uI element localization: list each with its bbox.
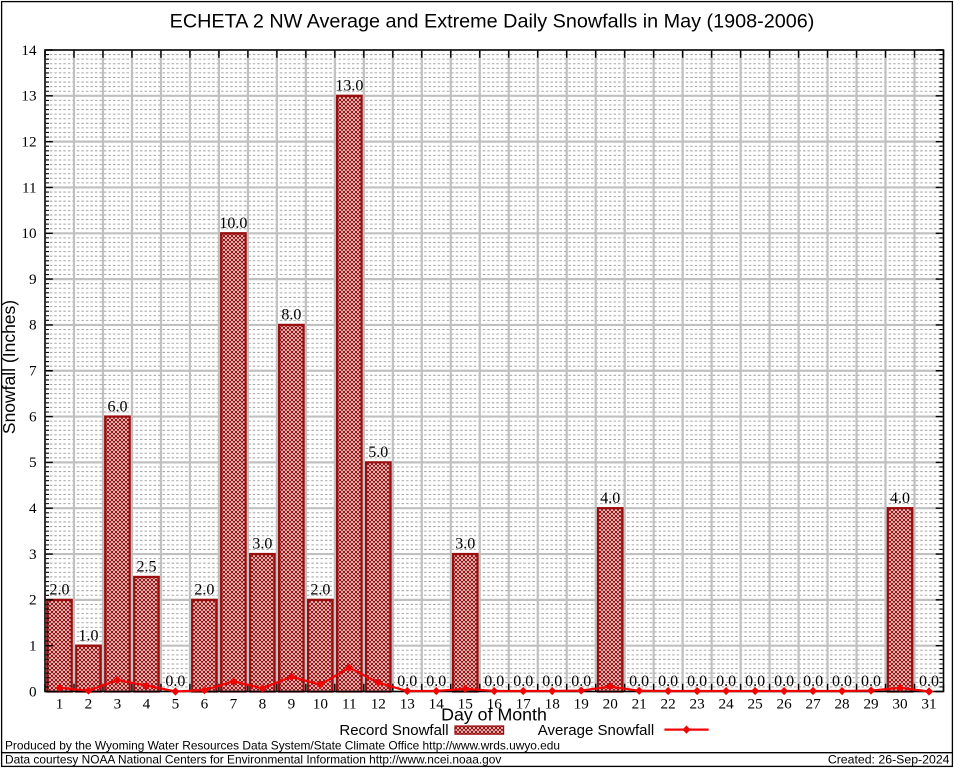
svg-text:29: 29 — [863, 696, 878, 713]
svg-text:Produced by the Wyoming Water: Produced by the Wyoming Water Resources … — [5, 739, 560, 753]
svg-text:10: 10 — [21, 225, 37, 242]
svg-text:10.0: 10.0 — [219, 215, 247, 232]
svg-text:1.0: 1.0 — [78, 627, 98, 644]
svg-text:3.0: 3.0 — [252, 536, 272, 553]
svg-text:0.0: 0.0 — [484, 673, 504, 690]
svg-text:0.0: 0.0 — [803, 673, 823, 690]
svg-text:22: 22 — [661, 696, 676, 713]
svg-text:13.0: 13.0 — [335, 78, 363, 95]
svg-text:3: 3 — [114, 696, 122, 713]
svg-text:24: 24 — [719, 696, 735, 713]
svg-text:5: 5 — [29, 454, 37, 471]
svg-text:14: 14 — [429, 696, 445, 713]
svg-text:Average Snowfall: Average Snowfall — [538, 722, 654, 739]
svg-text:0.0: 0.0 — [861, 673, 881, 690]
svg-text:0.0: 0.0 — [397, 673, 417, 690]
svg-text:Data courtesy NOAA National Ce: Data courtesy NOAA National Centers for … — [5, 753, 501, 767]
svg-text:19: 19 — [574, 696, 589, 713]
svg-text:6: 6 — [201, 696, 209, 713]
svg-text:8.0: 8.0 — [281, 307, 301, 324]
svg-text:11: 11 — [22, 179, 37, 196]
svg-text:8: 8 — [259, 696, 267, 713]
svg-text:Day of Month: Day of Month — [441, 704, 547, 724]
svg-text:3: 3 — [29, 546, 37, 563]
svg-text:2: 2 — [85, 696, 93, 713]
svg-text:15: 15 — [458, 696, 473, 713]
svg-text:4: 4 — [29, 500, 37, 517]
svg-text:13: 13 — [400, 696, 415, 713]
svg-text:5: 5 — [172, 696, 180, 713]
svg-text:13: 13 — [21, 88, 36, 105]
svg-text:12: 12 — [371, 696, 386, 713]
svg-text:14: 14 — [21, 42, 37, 59]
svg-text:17: 17 — [516, 696, 532, 713]
svg-text:Created: 26-Sep-2024: Created: 26-Sep-2024 — [828, 753, 950, 767]
svg-text:3.0: 3.0 — [455, 536, 475, 553]
svg-text:0: 0 — [29, 683, 37, 700]
svg-text:1: 1 — [56, 696, 64, 713]
svg-text:0.0: 0.0 — [658, 673, 678, 690]
svg-text:18: 18 — [545, 696, 561, 713]
svg-text:30: 30 — [892, 696, 908, 713]
svg-text:6: 6 — [29, 408, 37, 425]
svg-text:16: 16 — [487, 696, 503, 713]
svg-text:11: 11 — [342, 696, 357, 713]
svg-text:26: 26 — [776, 696, 792, 713]
svg-text:4.0: 4.0 — [890, 490, 910, 507]
svg-text:0.0: 0.0 — [716, 673, 736, 690]
svg-text:4: 4 — [143, 696, 151, 713]
svg-text:0.0: 0.0 — [919, 673, 939, 690]
svg-text:ECHETA 2 NW Average and Extrem: ECHETA 2 NW Average and Extreme Daily Sn… — [170, 10, 815, 32]
svg-text:6.0: 6.0 — [107, 398, 127, 415]
svg-text:0.0: 0.0 — [687, 673, 707, 690]
svg-text:2.5: 2.5 — [136, 559, 156, 576]
svg-text:23: 23 — [690, 696, 705, 713]
svg-text:9: 9 — [288, 696, 296, 713]
svg-text:5.0: 5.0 — [368, 444, 388, 461]
svg-text:0.0: 0.0 — [629, 673, 649, 690]
svg-text:7: 7 — [29, 363, 37, 380]
svg-text:31: 31 — [921, 696, 936, 713]
svg-text:0.0: 0.0 — [513, 673, 533, 690]
svg-text:0.0: 0.0 — [745, 673, 765, 690]
svg-text:8: 8 — [29, 317, 37, 334]
svg-text:12: 12 — [21, 133, 36, 150]
svg-text:Record Snowfall: Record Snowfall — [339, 722, 448, 739]
svg-text:2.0: 2.0 — [49, 582, 69, 599]
svg-text:0.0: 0.0 — [774, 673, 794, 690]
svg-text:10: 10 — [313, 696, 329, 713]
svg-text:0.0: 0.0 — [542, 673, 562, 690]
svg-text:27: 27 — [805, 696, 821, 713]
svg-text:4.0: 4.0 — [600, 490, 620, 507]
svg-text:7: 7 — [230, 696, 238, 713]
svg-text:21: 21 — [632, 696, 647, 713]
svg-text:Snowfall (Inches): Snowfall (Inches) — [0, 300, 19, 434]
svg-text:0.0: 0.0 — [571, 673, 591, 690]
svg-text:0.0: 0.0 — [426, 673, 446, 690]
svg-text:2.0: 2.0 — [310, 582, 330, 599]
svg-text:25: 25 — [748, 696, 763, 713]
svg-text:0.0: 0.0 — [832, 673, 852, 690]
svg-text:9: 9 — [29, 271, 37, 288]
svg-text:20: 20 — [603, 696, 619, 713]
svg-text:28: 28 — [834, 696, 850, 713]
svg-text:2: 2 — [29, 592, 37, 609]
svg-text:0.0: 0.0 — [165, 673, 185, 690]
svg-text:2.0: 2.0 — [194, 582, 214, 599]
svg-text:1: 1 — [29, 637, 37, 654]
